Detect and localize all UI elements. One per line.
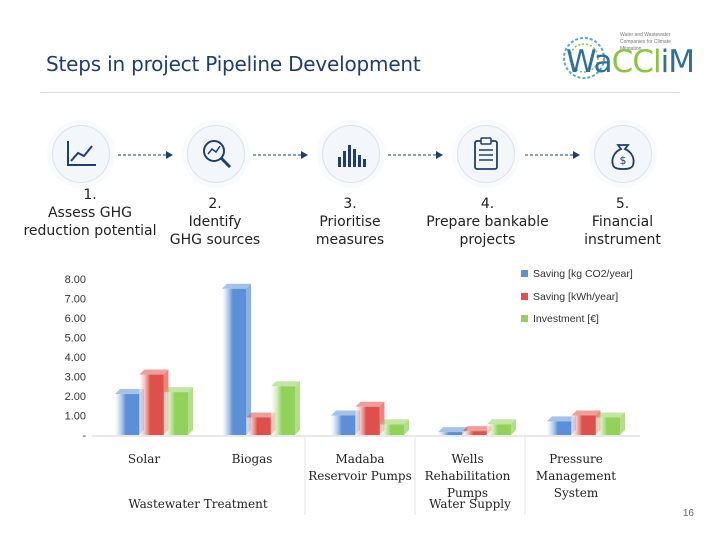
bar-2-1-top xyxy=(355,401,385,407)
y-tick-label: 5.00 xyxy=(65,333,86,345)
step-icon-5: $ xyxy=(594,125,652,183)
category-label-wells: Wells Rehabilitation Pumps xyxy=(424,452,511,500)
step-label-1: 1. Assess GHG reduction potential xyxy=(23,187,157,239)
y-tick-label: 6.00 xyxy=(65,313,86,325)
step-label-3: 3. Prioritise measures xyxy=(315,196,385,248)
group-label-water-supply: Water Supply xyxy=(429,497,511,511)
bar-0-0-top xyxy=(115,389,144,395)
legend-swatch xyxy=(521,315,528,322)
bar-0-0 xyxy=(115,394,139,435)
step-label-2: 2. Identify GHG sources xyxy=(169,196,261,248)
logo-wordmark: WaCCliM xyxy=(566,44,695,80)
bar-3-1-top xyxy=(462,426,492,432)
y-tick-label: 3.00 xyxy=(65,372,86,384)
magnifier-chart-icon xyxy=(203,140,232,169)
money-bag-icon: $ xyxy=(611,144,635,170)
bar-4-2-side xyxy=(620,412,625,435)
step-icon-2 xyxy=(187,125,245,183)
bar-3-0 xyxy=(438,432,462,435)
bar-3-2-side xyxy=(511,419,516,435)
bar-0-1-top xyxy=(139,369,169,375)
legend-label: Saving [kWh/year] xyxy=(533,291,618,303)
arrow-3-4 xyxy=(388,151,443,159)
bar-graph-icon xyxy=(338,145,366,167)
bar-0-2-side xyxy=(188,387,193,435)
step-icon-4 xyxy=(457,125,515,183)
bar-2-0-top xyxy=(331,410,360,416)
group-label-wastewater: Wastewater Treatment xyxy=(128,497,268,511)
y-tick-label: 2.00 xyxy=(65,391,86,403)
bar-1-0-side xyxy=(246,283,251,435)
legend-swatch xyxy=(521,293,528,300)
bar-4-0-top xyxy=(547,416,576,422)
category-label-solar: Solar xyxy=(127,452,161,466)
bar-0-2-top xyxy=(164,387,193,393)
logo-tagline: Water and Wastewater Companies for Clima… xyxy=(620,32,671,52)
bar-3-1 xyxy=(462,431,487,435)
bar-3-2-top xyxy=(487,419,516,425)
svg-text:$: $ xyxy=(620,154,627,167)
savings-bar-chart: - 1.00 2.00 3.00 4.00 5.00 6.00 7.00 8.00 Saving … xyxy=(65,268,640,515)
step-icon-3 xyxy=(322,125,380,183)
bar-1-1-top xyxy=(246,412,276,418)
category-label-biogas: Biogas xyxy=(231,452,273,466)
clipboard-icon xyxy=(474,137,498,170)
legend-label: Saving [kg CO2/year] xyxy=(533,268,633,280)
bar-3-0-top xyxy=(438,427,467,433)
category-label-madaba: Madaba Reservoir Pumps xyxy=(308,452,412,483)
bar-4-1-top xyxy=(571,410,601,416)
bar-4-2 xyxy=(596,417,620,435)
header-divider xyxy=(40,92,680,93)
step-label-5: 5. Financial instrument xyxy=(584,196,661,248)
arrow-1-2 xyxy=(118,151,173,159)
line-chart-icon xyxy=(67,141,96,166)
bar-1-2-side xyxy=(295,381,300,435)
bar-1-1 xyxy=(246,417,271,435)
step-label-4: 4. Prepare bankable projects xyxy=(426,196,549,248)
bar-1-2 xyxy=(271,386,295,435)
y-tick-label: 4.00 xyxy=(65,352,86,364)
bar-2-1 xyxy=(355,406,380,435)
wacclim-logo: Water and Wastewater Companies for Clima… xyxy=(558,28,695,84)
page-title: Steps in project Pipeline Development xyxy=(46,52,421,76)
bar-2-0 xyxy=(331,415,355,435)
logo-swirl-icon xyxy=(563,37,605,79)
bar-1-2-top xyxy=(271,381,300,387)
bar-3-2 xyxy=(487,424,511,435)
y-tick-label: - xyxy=(82,430,86,442)
bar-0-2 xyxy=(164,392,188,435)
bar-2-2-side xyxy=(404,419,409,435)
bar-4-0 xyxy=(547,421,571,435)
bar-1-0-top xyxy=(222,283,251,289)
bar-2-2 xyxy=(380,424,404,435)
bar-4-1 xyxy=(571,415,596,435)
y-tick-label: 1.00 xyxy=(65,411,86,423)
legend-swatch xyxy=(521,270,528,277)
bar-2-2-top xyxy=(380,419,409,425)
bar-4-2-top xyxy=(596,412,625,418)
y-tick-label: 8.00 xyxy=(65,274,86,286)
arrow-2-3 xyxy=(253,151,308,159)
y-tick-label: 7.00 xyxy=(65,294,86,306)
page-number: 16 xyxy=(682,508,694,519)
bar-0-1 xyxy=(139,374,164,435)
legend-label: Investment [€] xyxy=(533,313,599,325)
bar-1-0 xyxy=(222,288,246,435)
arrow-4-5 xyxy=(525,151,580,159)
category-label-pressure: Pressure Management System xyxy=(535,452,617,500)
step-icon-1 xyxy=(52,125,110,183)
